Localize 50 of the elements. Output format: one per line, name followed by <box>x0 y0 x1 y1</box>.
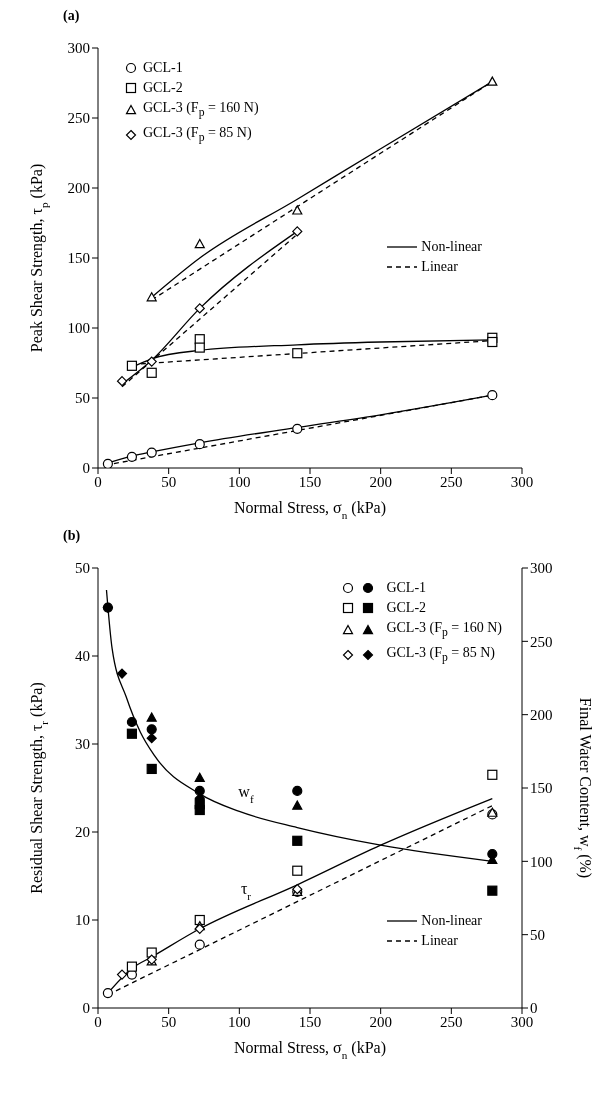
y-tick-label: 100 <box>67 320 90 337</box>
x-tick-label: 250 <box>440 473 463 490</box>
legend-label: Linear <box>421 932 458 951</box>
x-tick-label: 250 <box>440 1013 463 1030</box>
y-tick-label: 150 <box>67 250 90 267</box>
y2-tick-label: 300 <box>530 560 553 577</box>
legend-label: GCL-3 (F$_{p}$ = 85 N) <box>386 643 495 666</box>
legend-label: GCL-3 (F$_{p}$ = 160 N) <box>386 619 502 641</box>
x-tick-label: 0 <box>94 1013 102 1030</box>
chart-title: (b) <box>63 528 82 545</box>
legend-label: GCL-3 (F$_{p}$ = 160 N) <box>143 99 259 121</box>
x-tick-label: 150 <box>298 1013 322 1030</box>
y2-tick-label: 200 <box>530 706 553 723</box>
y-tick-label: 0 <box>82 460 90 477</box>
legend-label: GCL-1 <box>386 579 427 597</box>
y-tick-label: 50 <box>75 560 90 577</box>
x-tick-label: 300 <box>510 473 534 490</box>
x-tick-label: 200 <box>369 1013 392 1030</box>
y2-tick-label: 100 <box>530 853 553 870</box>
x-tick-label: 50 <box>161 1013 177 1030</box>
chart-title: (a) <box>63 8 81 25</box>
annotation: τ$_{r}$ <box>241 879 252 902</box>
x-tick-label: 0 <box>94 473 102 490</box>
legend-label: GCL-2 <box>143 79 183 97</box>
x-tick-label: 200 <box>369 473 392 490</box>
y2-tick-label: 150 <box>530 780 553 797</box>
y-tick-label: 250 <box>67 110 90 127</box>
x-axis-title: Normal Stress, σ$_{n}$ (kPa) <box>234 1039 386 1061</box>
y-tick-label: 300 <box>67 40 90 57</box>
y-tick-label: 50 <box>75 390 90 407</box>
y-tick-label: 10 <box>75 912 90 929</box>
y-tick-label: 30 <box>75 736 90 753</box>
legend-label: GCL-3 (F$_{p}$ = 85 N) <box>143 123 252 146</box>
x-tick-label: 100 <box>228 473 251 490</box>
legend-label: Non-linear <box>421 912 482 931</box>
x-tick-label: 150 <box>298 473 322 490</box>
annotation: w$_{f}$ <box>238 782 255 805</box>
x-tick-label: 100 <box>228 1013 251 1030</box>
y-tick-label: 0 <box>82 1000 90 1017</box>
y2-tick-label: 50 <box>530 926 545 943</box>
legend-label: Non-linear <box>421 238 482 256</box>
legend-label: Linear <box>421 258 458 276</box>
legend-label: GCL-1 <box>143 59 183 77</box>
y-tick-label: 40 <box>75 648 90 665</box>
y-tick-label: 20 <box>75 824 90 841</box>
x-axis-title: Normal Stress, σ$_{n}$ (kPa) <box>234 499 386 521</box>
legend-label: GCL-2 <box>386 599 427 617</box>
x-tick-label: 50 <box>161 473 177 490</box>
y-tick-label: 200 <box>67 180 90 197</box>
y2-tick-label: 250 <box>530 633 553 650</box>
